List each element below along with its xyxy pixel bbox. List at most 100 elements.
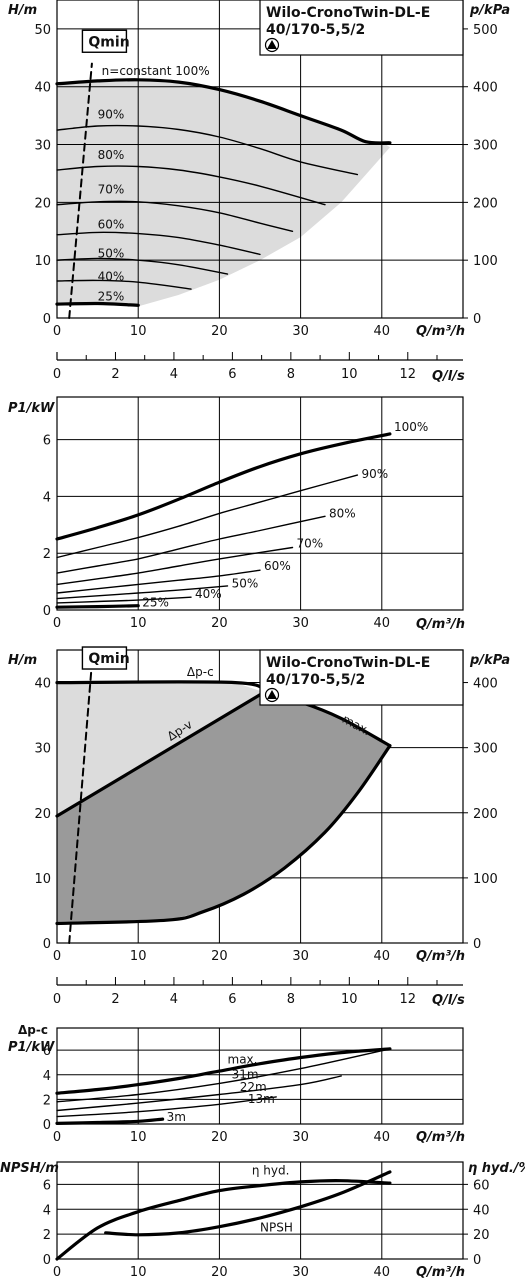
p1-tick-labels: 0 10 20 30 40 0 2 4 6 — [43, 434, 390, 631]
hq2-ylabel: H/m — [8, 653, 37, 668]
p1b-ylabel: P1/kW — [8, 1040, 55, 1055]
y-tick-label-30: 30 — [34, 139, 51, 154]
p1b-frame — [56, 1027, 464, 1125]
qls-tick-label-6: 6 — [228, 367, 236, 382]
y-tick-label-4: 4 — [43, 1203, 51, 1218]
annotation-n-constant-100: n=constant 100% — [102, 64, 210, 78]
annotation-90: 90% — [98, 108, 125, 122]
series-50 — [56, 257, 229, 275]
hq2-xlabel: Q/m³/h — [416, 949, 465, 964]
hq2-title-box: Wilo-CronoTwin-DL-E 40/170-5,5/2 — [259, 649, 464, 706]
y-tick-label-0: 0 — [43, 937, 51, 952]
annotation-100: 100% — [394, 420, 428, 434]
npsh-frame — [56, 1161, 464, 1260]
annotation-70: 70% — [297, 537, 324, 551]
y2-tick-label-100: 100 — [473, 254, 498, 269]
y2-tick-label-60: 60 — [473, 1178, 490, 1193]
qls-tick-label-10: 10 — [341, 992, 358, 1007]
series-max-lower — [55, 744, 392, 926]
series-60 — [56, 231, 261, 256]
y-tick-label-0: 0 — [43, 312, 51, 327]
x-tick-label-30: 30 — [292, 1130, 309, 1145]
panel-p1-speed: 0 10 20 30 40 0 2 4 6 P1/kW Q/m³/h 100% 90% 80% 70%… — [8, 396, 465, 632]
y2-tick-label-40: 40 — [473, 1203, 490, 1218]
annotation-31m: 31m — [232, 1067, 259, 1081]
annotation-22m: 22m — [240, 1080, 267, 1094]
y-tick-label-30: 30 — [34, 742, 51, 757]
y-tick-label-0: 0 — [43, 1118, 51, 1133]
series-31m — [56, 1048, 391, 1103]
y-tick-label-0: 0 — [43, 1253, 51, 1268]
annotation-80: 80% — [98, 148, 125, 162]
y-tick-label-2: 2 — [43, 1228, 51, 1243]
x-tick-label-10: 10 — [130, 324, 147, 339]
x-tick-label-40: 40 — [374, 1130, 391, 1145]
hq-frame — [56, 0, 464, 319]
annotation-npsh: NPSH — [260, 1221, 293, 1235]
series-max — [55, 1047, 392, 1095]
hq-title: Wilo-CronoTwin-DL-E — [266, 5, 430, 21]
x-tick-label-0: 0 — [53, 1265, 61, 1280]
series-3m — [55, 1117, 165, 1125]
x-tick-label-0: 0 — [53, 949, 61, 964]
hq-operating-area — [57, 79, 390, 307]
x-tick-label-20: 20 — [211, 1265, 228, 1280]
x-tick-label-20: 20 — [211, 949, 228, 964]
annotation-40: 40% — [195, 587, 222, 601]
y-tick-label-20: 20 — [34, 196, 51, 211]
panel-p1-control: 0 10 20 30 40 0 2 4 6 Δp-c P1/kW Q/m³/h max.31m2… — [8, 1023, 465, 1145]
series-qmin — [68, 62, 93, 319]
qls-tick-label-0: 0 — [53, 992, 61, 1007]
hq-series — [55, 62, 392, 319]
annotation-3m: 3m — [167, 1110, 186, 1124]
series-25 — [55, 604, 140, 609]
panel-qls-1: 0 2 4 6 8 10 12 Q/l/s — [53, 352, 465, 384]
x-tick-label-10: 10 — [130, 616, 147, 631]
annotation-25: 25% — [98, 290, 125, 304]
series-p-v — [55, 690, 266, 818]
series-90 — [56, 474, 359, 559]
p1b-ylabel-top: Δp-c — [18, 1023, 48, 1037]
x-tick-label-40: 40 — [374, 1265, 391, 1280]
series-22m — [56, 1075, 342, 1112]
x-tick-label-0: 0 — [53, 616, 61, 631]
qls-tick-label-0: 0 — [53, 367, 61, 382]
annotation-hyd: η hyd. — [252, 1163, 290, 1177]
series-70 — [56, 546, 294, 586]
hq-y2label: p/kPa — [469, 3, 510, 18]
annotation-qmin: Qmin — [88, 34, 129, 50]
npsh-y2label: η hyd./% — [468, 1161, 525, 1176]
series-100 — [55, 432, 392, 541]
qls-tick-label-12: 12 — [400, 992, 417, 1007]
hq-title-box: Wilo-CronoTwin-DL-E 40/170-5,5/2 — [259, 0, 464, 56]
panel-qls-2: 0 2 4 6 8 10 12 Q/l/s — [53, 977, 465, 1008]
y2-tick-label-400: 400 — [473, 677, 498, 692]
x-tick-label-40: 40 — [374, 616, 391, 631]
y-tick-label-4: 4 — [43, 1069, 51, 1084]
qls-tick-label-2: 2 — [111, 992, 119, 1007]
x-tick-label-30: 30 — [292, 1265, 309, 1280]
qls1-axis: 0 2 4 6 8 10 12 — [53, 352, 463, 382]
x-tick-label-40: 40 — [374, 324, 391, 339]
qls-tick-label-8: 8 — [287, 992, 295, 1007]
qls-tick-label-4: 4 — [170, 367, 178, 382]
y2-tick-label-200: 200 — [473, 196, 498, 211]
hq2-y2label: p/kPa — [469, 653, 510, 668]
annotation-90: 90% — [362, 467, 389, 481]
y2-tick-label-200: 200 — [473, 807, 498, 822]
x-tick-label-10: 10 — [130, 1265, 147, 1280]
y-tick-label-2: 2 — [43, 547, 51, 562]
x-tick-label-10: 10 — [130, 949, 147, 964]
annotation-qmin: Qmin — [88, 651, 129, 667]
y2-tick-label-300: 300 — [473, 139, 498, 154]
y2-tick-label-100: 100 — [473, 872, 498, 887]
qls-tick-label-4: 4 — [170, 992, 178, 1007]
annotation-qmin-box: Qmin — [81, 29, 130, 53]
annotation-50: 50% — [232, 576, 259, 590]
annotation-25: 25% — [142, 596, 169, 610]
